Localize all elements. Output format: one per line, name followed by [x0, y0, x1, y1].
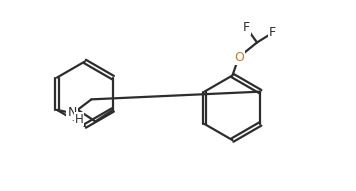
Text: F: F: [269, 26, 276, 39]
Text: F: F: [243, 21, 250, 34]
Text: O: O: [234, 51, 244, 64]
Text: N: N: [67, 106, 77, 119]
Text: H: H: [75, 112, 83, 125]
